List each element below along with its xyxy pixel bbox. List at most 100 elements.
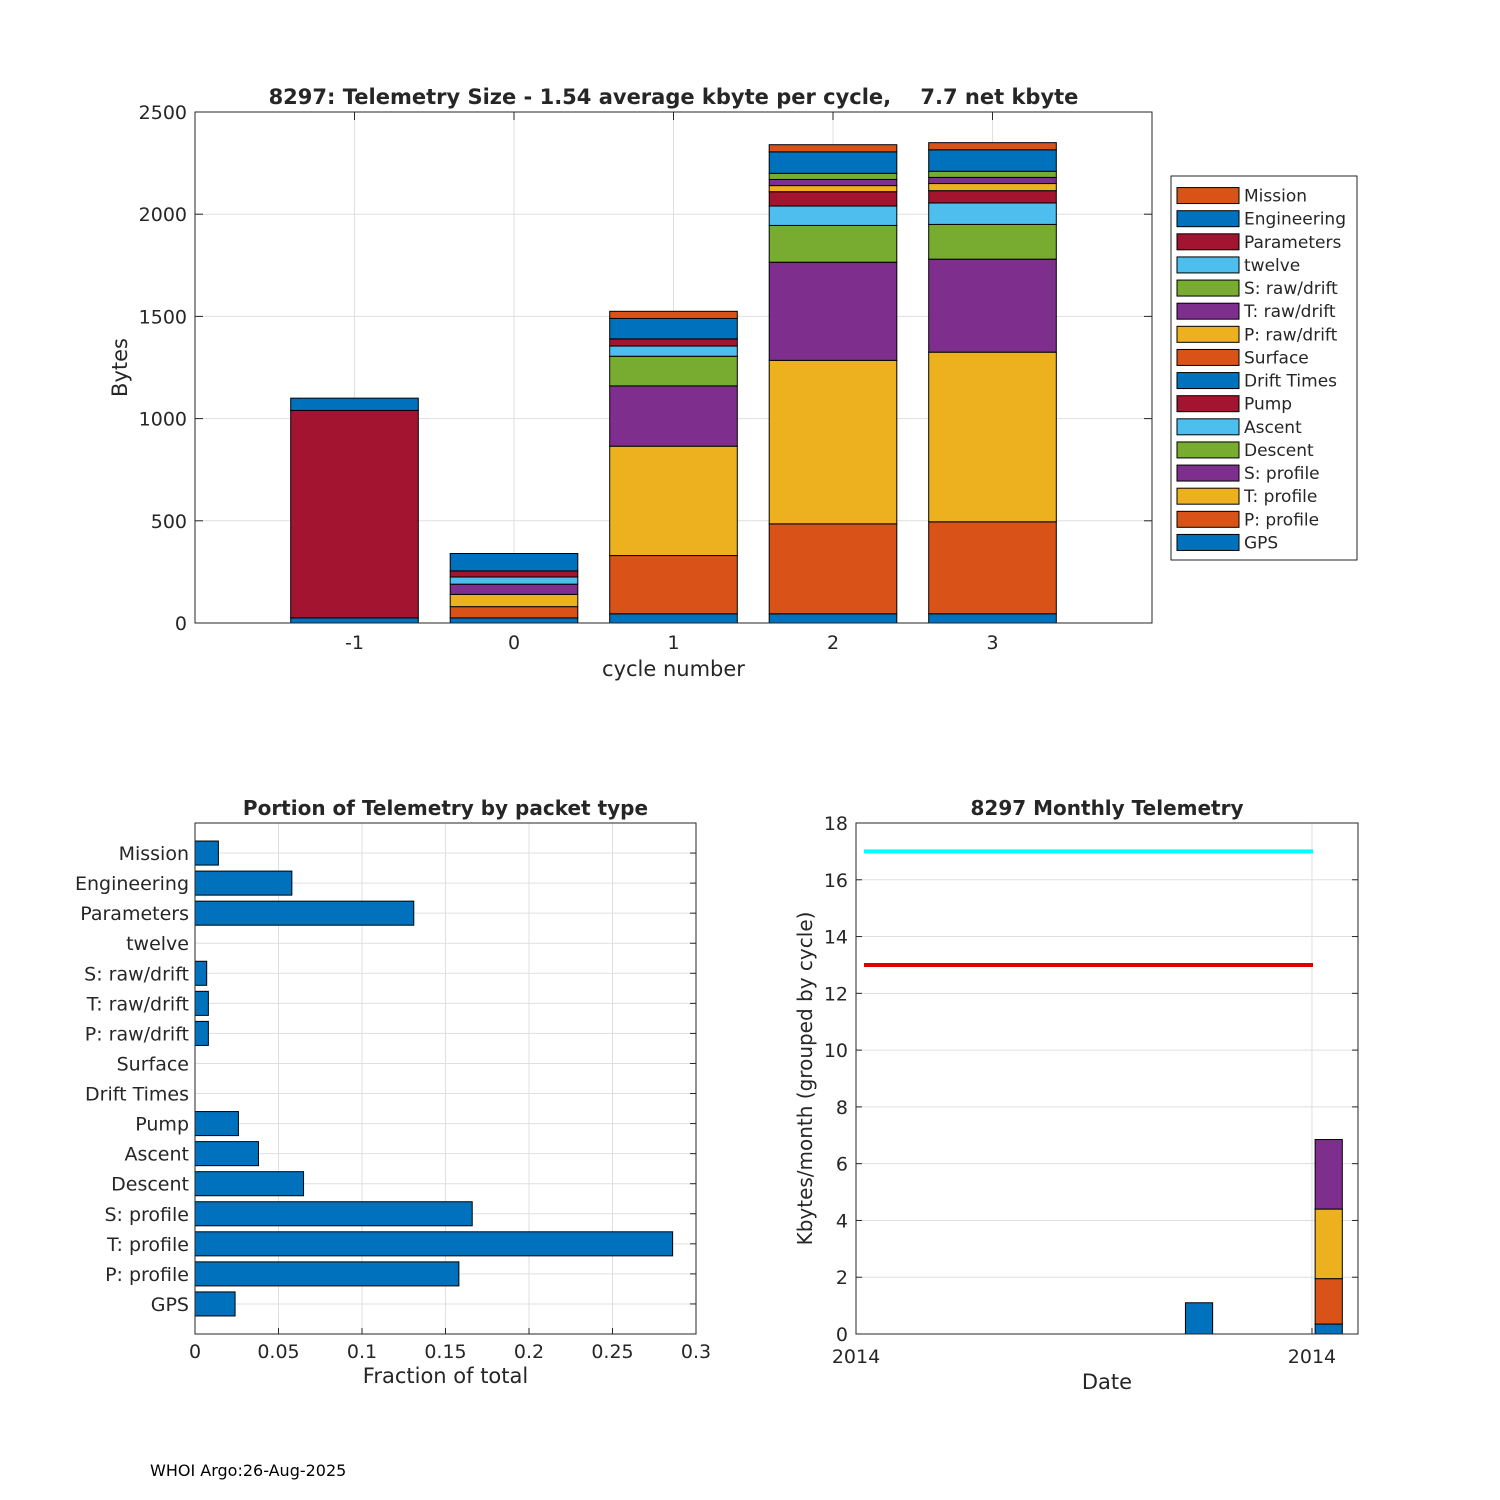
y-tick-label: T: raw/drift — [86, 993, 189, 1015]
bar-segment — [290, 409, 419, 619]
y-tick-label: P: profile — [105, 1264, 189, 1286]
bar-segment — [928, 202, 1057, 225]
bar-mission — [194, 840, 219, 866]
legend-label: Descent — [1244, 441, 1314, 461]
bar-p-profile — [194, 1261, 460, 1287]
bar-gps — [194, 1291, 236, 1317]
y-tick-label: Drift Times — [85, 1084, 189, 1106]
y-tick-label: P: raw/drift — [85, 1023, 189, 1045]
axes-box-1 — [194, 111, 1153, 624]
x-tick-label: 2 — [827, 632, 839, 654]
y-tick-label: 2000 — [139, 204, 187, 226]
bar-segment — [609, 445, 738, 557]
x-axis-label-1: cycle number — [602, 657, 745, 681]
y-tick-label: 1000 — [139, 409, 187, 431]
bar-segment — [928, 183, 1057, 192]
legend-label: Mission — [1244, 187, 1307, 207]
bar-segment — [928, 142, 1057, 151]
bar-segment — [768, 613, 898, 624]
bar-segment — [768, 185, 898, 193]
month-bar-segment — [1314, 1278, 1343, 1325]
x-axis-label-2: Fraction of total — [363, 1364, 528, 1388]
bar-segment — [768, 224, 898, 263]
bar-segment — [609, 385, 738, 447]
bar-t-raw-drift — [194, 990, 209, 1016]
bar-segment — [768, 178, 898, 187]
bar-segment — [609, 613, 738, 624]
bar-segment — [928, 190, 1057, 204]
legend-label: T: profile — [1243, 487, 1317, 507]
legend-label: Pump — [1244, 395, 1292, 415]
x-tick-label: 0.1 — [347, 1341, 377, 1363]
legend-label: GPS — [1244, 533, 1278, 553]
y-tick-label: 1500 — [139, 306, 187, 328]
y-tick-label: 16 — [824, 870, 848, 892]
month-bar-segment — [1314, 1139, 1343, 1210]
bar-segment — [290, 397, 419, 411]
y-tick-label: Descent — [111, 1174, 189, 1196]
legend-swatch — [1176, 395, 1240, 413]
month-bar-segment — [1314, 1208, 1343, 1280]
bar-segment — [928, 521, 1057, 615]
bar-segment — [928, 351, 1057, 523]
y-axis-label-3: Kbytes/month (grouped by cycle) — [793, 912, 817, 1246]
y-tick-label: Surface — [117, 1053, 189, 1075]
bar-segment — [449, 570, 579, 578]
bar-segment — [449, 576, 579, 585]
y-tick-label: Parameters — [80, 903, 189, 925]
x-tick-label: 0.3 — [681, 1341, 711, 1363]
y-tick-label: Ascent — [124, 1144, 189, 1166]
y-tick-label: 18 — [824, 813, 848, 835]
bar-segment — [768, 261, 898, 361]
y-axis-label-1: Bytes — [108, 338, 132, 397]
bar-ascent — [194, 1141, 259, 1167]
y-tick-label: Engineering — [75, 873, 189, 895]
legend-swatch — [1176, 510, 1240, 528]
y-tick-label: 0 — [836, 1324, 848, 1346]
bar-segment — [609, 345, 738, 357]
legend-swatch — [1176, 233, 1240, 251]
bar-segment — [609, 555, 738, 615]
x-tick-label: 3 — [986, 632, 998, 654]
legend-swatch — [1176, 325, 1240, 343]
y-tick-label: 6 — [836, 1154, 848, 1176]
legend-label: S: profile — [1244, 464, 1320, 484]
legend-swatch — [1176, 418, 1240, 436]
bar-s-profile — [194, 1201, 473, 1227]
legend-swatch — [1176, 279, 1240, 297]
y-tick-label: S: raw/drift — [84, 963, 189, 985]
legend-label: Drift Times — [1244, 372, 1337, 392]
legend-swatch — [1176, 533, 1240, 551]
bar-s-raw-drift — [194, 960, 208, 986]
legend-swatch — [1176, 441, 1240, 459]
y-tick-label: twelve — [126, 933, 189, 955]
y-tick-label: 8 — [836, 1097, 848, 1119]
legend-label: P: profile — [1244, 510, 1319, 530]
legend-swatch — [1176, 187, 1240, 205]
x-tick-label: 0 — [508, 632, 520, 654]
bar-segment — [768, 205, 898, 226]
footer-text: WHOI Argo:26-Aug-2025 — [150, 1461, 347, 1480]
bar-segment — [609, 355, 738, 387]
legend-swatch — [1176, 487, 1240, 505]
chart-title-3: 8297 Monthly Telemetry — [971, 796, 1244, 820]
legend-swatch — [1176, 348, 1240, 366]
legend-label: Engineering — [1244, 210, 1346, 230]
bar-segment — [768, 144, 898, 153]
y-tick-label: 4 — [836, 1210, 848, 1232]
axes-box-2 — [194, 822, 697, 1335]
legend-label: P: raw/drift — [1244, 325, 1338, 345]
legend-swatch — [1176, 210, 1240, 228]
y-tick-label: 2500 — [139, 102, 187, 124]
bar-segment — [768, 359, 898, 525]
bar-p-raw-drift — [194, 1020, 209, 1046]
y-tick-label: 14 — [824, 927, 848, 949]
bar-segment — [449, 583, 579, 595]
y-tick-label: T: profile — [106, 1234, 189, 1256]
bar-segment — [609, 310, 738, 319]
legend-swatch — [1176, 256, 1240, 274]
bar-segment — [609, 338, 738, 347]
legend-swatch — [1176, 302, 1240, 320]
legend-label: T: raw/drift — [1243, 302, 1336, 322]
